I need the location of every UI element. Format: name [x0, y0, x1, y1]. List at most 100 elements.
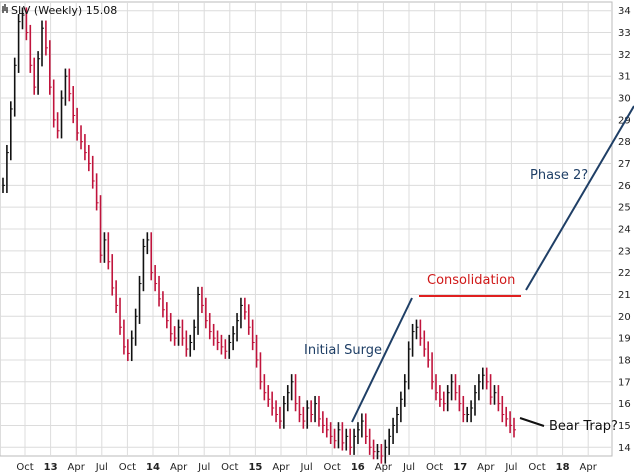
price-bar: [322, 411, 325, 434]
y-tick-label: 15: [618, 421, 631, 432]
price-bar: [314, 395, 318, 423]
price-bar: [37, 51, 41, 95]
x-tick-label: Jul: [197, 462, 210, 473]
price-bar: [45, 20, 48, 56]
price-bar: [158, 275, 162, 307]
price-bar: [130, 330, 134, 362]
y-tick-label: 26: [618, 181, 631, 192]
bear-trap-label: Bear Trap?: [549, 419, 618, 434]
x-tick-label: Oct: [16, 462, 33, 473]
price-bar: [442, 391, 446, 412]
price-bar: [337, 422, 341, 449]
price-bar: [454, 374, 458, 401]
price-bar: [33, 57, 37, 95]
x-tick-label: 14: [146, 462, 160, 473]
price-bar: [208, 313, 212, 340]
chart-grid: [0, 1, 613, 457]
price-bar: [162, 291, 165, 318]
x-tick-label: Apr: [477, 462, 495, 473]
price-bar: [419, 319, 423, 346]
price-bar: [509, 411, 513, 434]
price-bar: [6, 144, 9, 193]
price-bar: [201, 286, 204, 314]
y-tick-label: 24: [618, 225, 631, 236]
phase-2-trendline: [525, 105, 634, 291]
price-bar: [493, 385, 497, 405]
y-tick-label: 22: [618, 268, 631, 279]
price-bar: [13, 57, 17, 117]
price-bar: [384, 439, 388, 464]
price-bar: [49, 40, 52, 95]
price-bar: [333, 428, 337, 449]
chart-title: SLV (Weekly) 15.08: [2, 4, 117, 17]
x-tick-label: 15: [248, 462, 262, 473]
price-bar: [68, 68, 72, 102]
price-bar: [341, 422, 345, 451]
price-bar: [372, 439, 376, 460]
price-bar: [263, 374, 267, 401]
x-tick-label: Apr: [170, 462, 188, 473]
price-bar: [431, 352, 435, 390]
price-bar: [123, 319, 126, 355]
x-tick-label: Apr: [272, 462, 290, 473]
y-tick-label: 31: [618, 72, 631, 83]
price-bar: [283, 395, 286, 429]
price-bar: [232, 326, 236, 351]
price-bar: [380, 443, 384, 464]
price-bar: [2, 177, 5, 193]
price-bar: [244, 297, 247, 320]
price-bar: [368, 428, 372, 455]
price-bar: [427, 341, 431, 368]
price-bar: [294, 374, 298, 412]
x-axis: Oct 13 Apr Jul Oct 14 Apr Jul Oct 15 Apr Jul Oct 16 Ap…: [16, 462, 597, 473]
price-bar: [400, 391, 403, 423]
price-bar: [103, 232, 107, 263]
y-tick-label: 19: [618, 334, 631, 345]
price-bar: [99, 195, 103, 263]
price-bars: [2, 7, 516, 464]
price-bar: [247, 304, 251, 335]
price-bar: [146, 232, 150, 255]
price-bar: [56, 112, 60, 139]
price-bar: [478, 374, 481, 401]
price-bar: [392, 417, 396, 444]
phase-2-label: Phase 2?: [530, 168, 588, 183]
price-bar: [396, 406, 399, 434]
price-bar: [72, 86, 76, 124]
price-bar: [181, 319, 185, 346]
x-tick-label: Jul: [504, 462, 517, 473]
price-bar: [80, 125, 84, 150]
price-bar: [224, 339, 228, 359]
price-bar: [439, 385, 442, 407]
price-bar: [240, 297, 243, 329]
y-tick-label: 27: [618, 159, 631, 170]
price-bar: [173, 326, 177, 346]
price-bar: [275, 400, 279, 423]
price-bar: [169, 313, 173, 342]
price-bar: [91, 155, 95, 189]
price-bar: [325, 417, 329, 438]
price-bar: [197, 286, 201, 335]
price-bar: [189, 334, 193, 357]
price-bar: [52, 79, 56, 128]
price-bar: [505, 406, 509, 427]
x-tick-label: Oct: [324, 462, 341, 473]
price-bar: [513, 417, 516, 438]
price-bar: [279, 406, 282, 429]
price-bar: [17, 14, 21, 73]
price-bar: [318, 395, 321, 427]
price-bar: [353, 428, 357, 455]
y-tick-label: 28: [618, 137, 631, 148]
price-bar: [177, 319, 181, 346]
chart-glyph-icon: [2, 4, 8, 13]
price-bar: [489, 374, 493, 405]
price-bar: [298, 395, 302, 423]
price-bar: [166, 302, 169, 329]
price-bar: [236, 313, 240, 342]
price-bar: [485, 367, 489, 390]
price-bar: [290, 374, 294, 401]
price-bar: [251, 319, 255, 351]
x-tick-label: 18: [556, 462, 570, 473]
price-bar: [501, 395, 505, 423]
